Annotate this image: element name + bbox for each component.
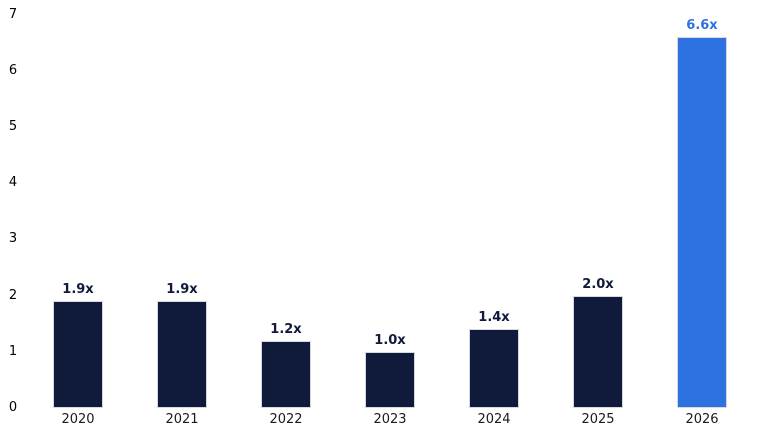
x-tick-label-2026: 2026 bbox=[685, 412, 719, 427]
y-tick-label-7: 7 bbox=[8, 6, 18, 22]
bar-2024 bbox=[469, 329, 519, 408]
y-tick-label-3: 3 bbox=[8, 231, 18, 247]
value-label-2026: 6.6x bbox=[686, 18, 718, 33]
y-tick-label-0: 0 bbox=[8, 400, 18, 415]
bar-2021 bbox=[157, 301, 207, 408]
y-tick-label-5: 5 bbox=[8, 119, 18, 134]
bar-2026 bbox=[677, 37, 727, 408]
value-label-2022: 1.2x bbox=[270, 322, 302, 337]
x-tick-label-2024: 2024 bbox=[477, 412, 511, 427]
value-label-2024: 1.4x bbox=[478, 310, 510, 325]
y-tick-label-1: 1 bbox=[8, 343, 18, 359]
x-tick-label-2023: 2023 bbox=[373, 412, 407, 427]
value-label-2023: 1.0x bbox=[374, 333, 406, 348]
x-tick-label-2021: 2021 bbox=[165, 412, 199, 427]
value-label-2021: 1.9x bbox=[166, 282, 198, 297]
x-tick-label-2025: 2025 bbox=[581, 412, 615, 427]
x-tick-label-2022: 2022 bbox=[269, 412, 303, 427]
bar-2020 bbox=[53, 301, 103, 408]
bar-2025 bbox=[573, 296, 623, 408]
bar-2022 bbox=[261, 341, 311, 408]
y-tick-label-4: 4 bbox=[8, 175, 18, 191]
value-label-2025: 2.0x bbox=[582, 277, 614, 292]
y-tick-label-2: 2 bbox=[8, 287, 18, 303]
bar-2023 bbox=[365, 352, 415, 408]
value-label-2020: 1.9x bbox=[62, 282, 94, 297]
y-tick-label-6: 6 bbox=[8, 62, 18, 78]
x-tick-label-2020: 2020 bbox=[61, 412, 95, 427]
